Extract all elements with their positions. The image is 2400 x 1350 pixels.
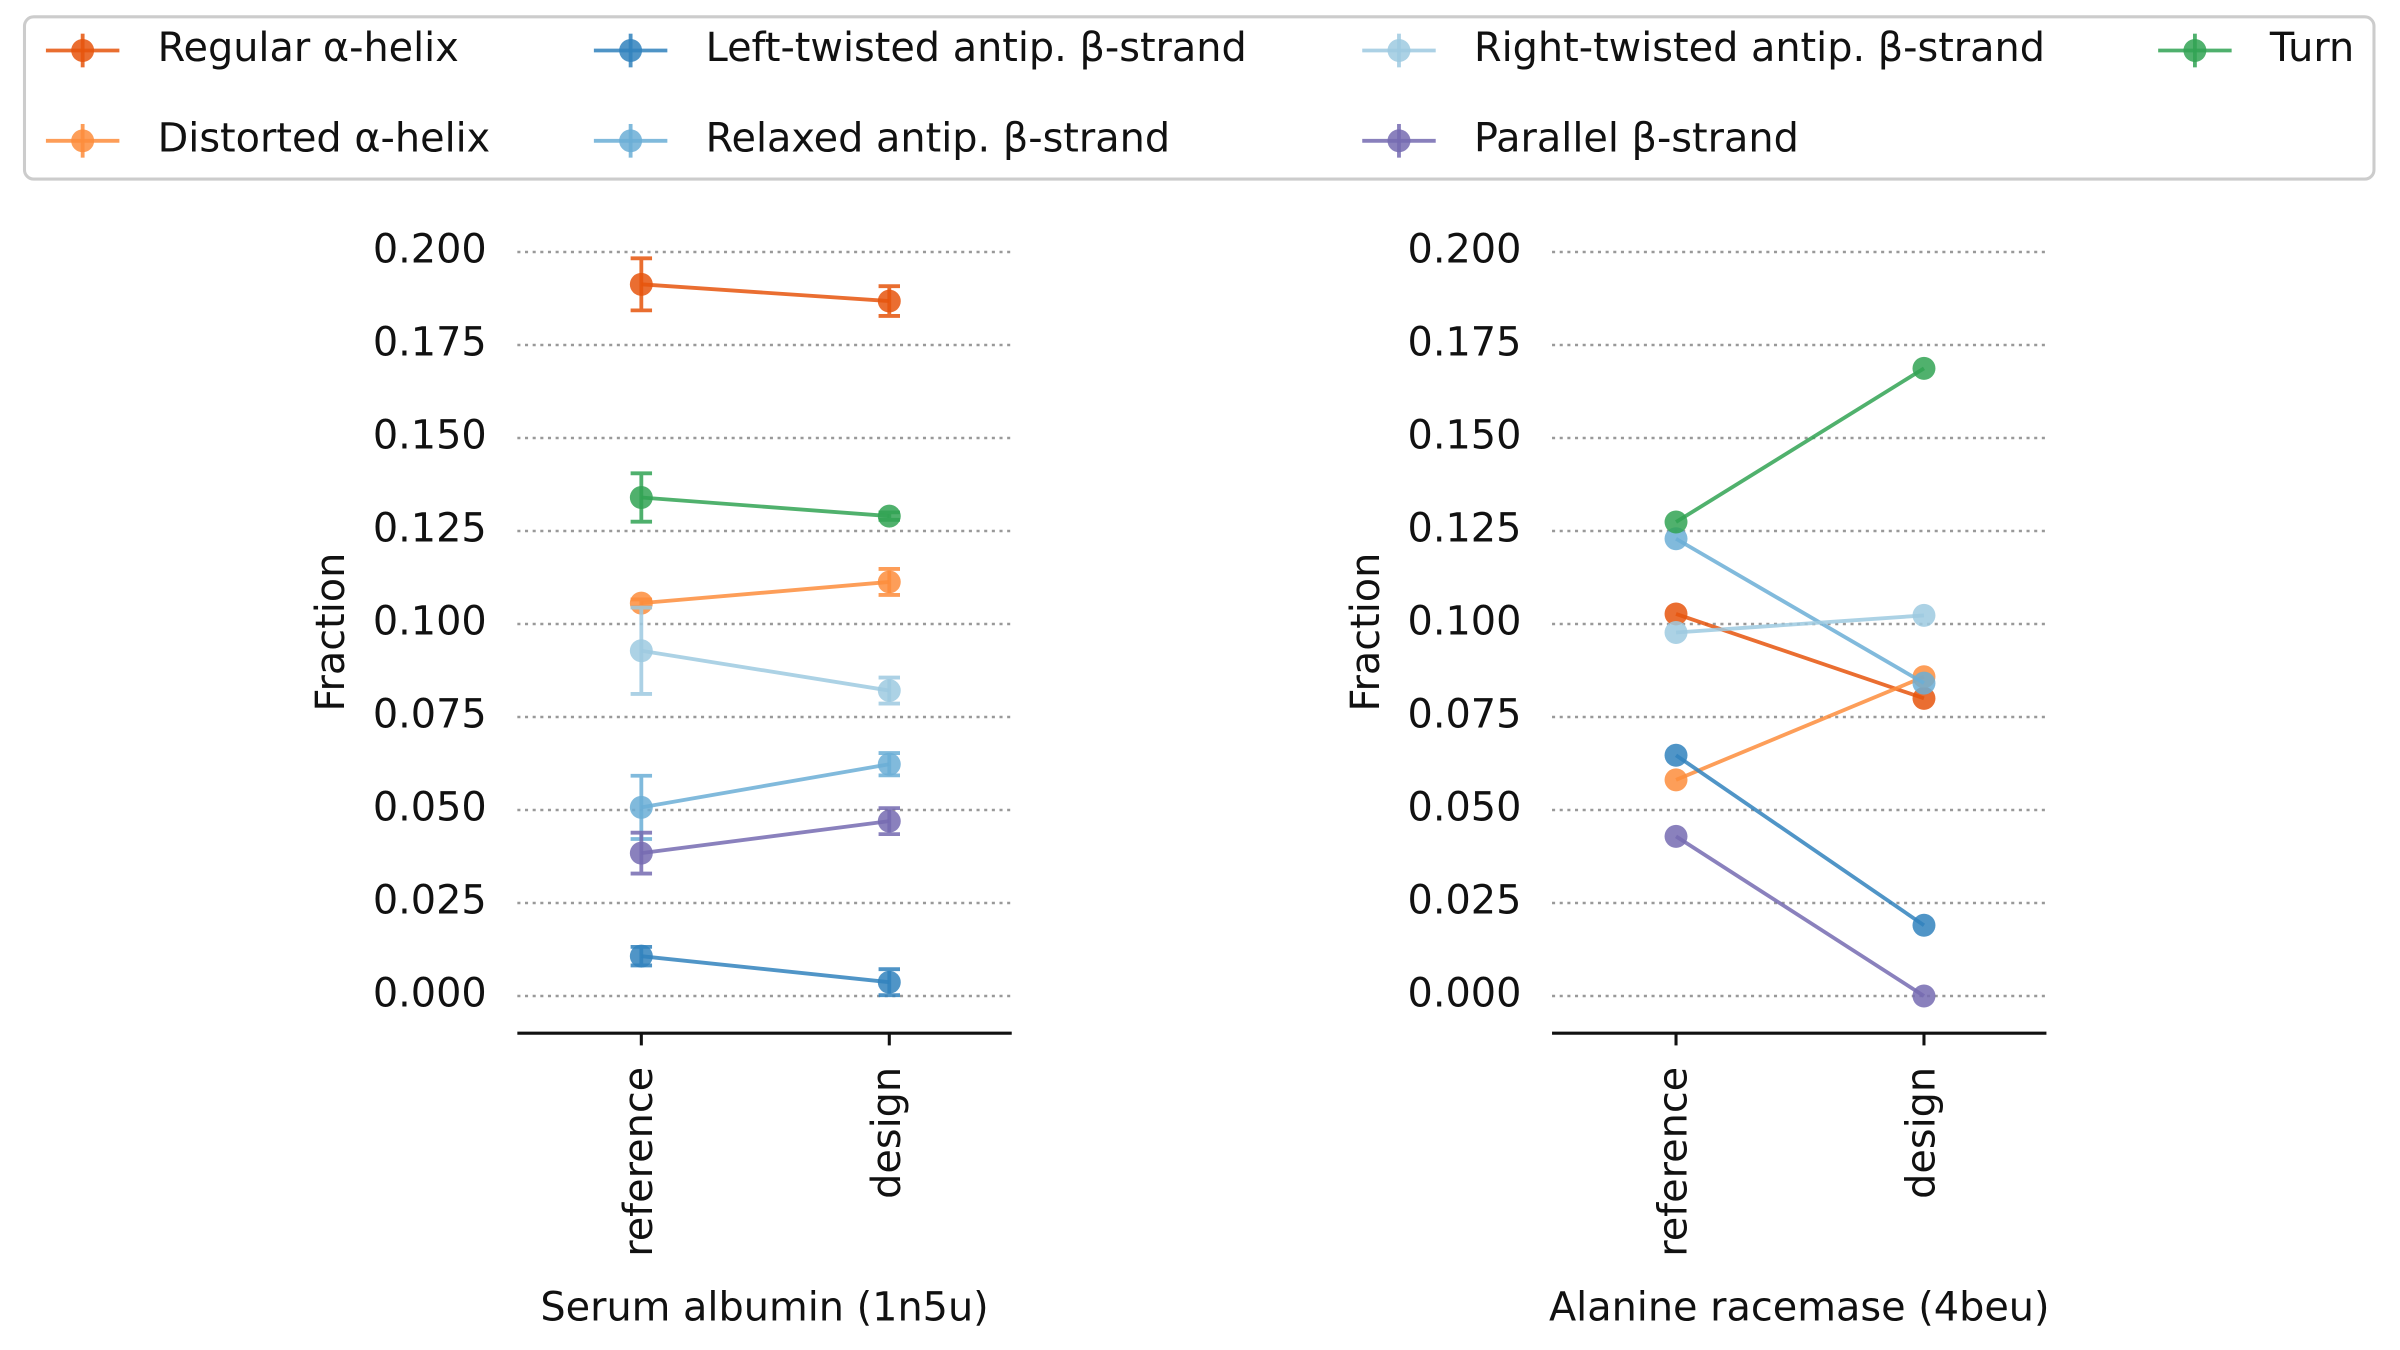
point — [629, 639, 653, 663]
y-tick-label: 0.125 — [1408, 505, 1522, 551]
legend-label: Parallel β-strand — [1474, 115, 1799, 161]
point — [1664, 768, 1688, 792]
y-tick-label: 0.175 — [373, 319, 487, 365]
legend-marker — [2183, 39, 2207, 62]
y-tick-label: 0.100 — [1408, 598, 1522, 644]
series-line — [1674, 753, 1926, 927]
point — [629, 272, 653, 296]
x-axis-label: Alanine racemase (4beu) — [1549, 1285, 2050, 1331]
series-line — [640, 762, 890, 810]
point — [629, 486, 653, 509]
x-tick-label: design — [1898, 1067, 1944, 1199]
y-axis-label: Fraction — [308, 553, 354, 712]
y-tick-label: 0.050 — [373, 784, 487, 830]
y-tick-label: 0.200 — [373, 226, 487, 272]
point — [877, 752, 901, 776]
legend-label: Distorted α-helix — [158, 115, 491, 161]
legend-box — [22, 15, 2376, 181]
point — [877, 504, 901, 528]
point — [629, 944, 653, 968]
point — [877, 289, 901, 313]
x-tick-label: reference — [616, 1067, 662, 1257]
y-tick-label: 0.200 — [1408, 226, 1522, 272]
legend-marker — [71, 39, 95, 62]
y-tick-label: 0.050 — [1408, 784, 1522, 830]
legend-marker — [1387, 129, 1411, 153]
series-line — [1675, 675, 1925, 782]
point — [877, 570, 901, 594]
legend-marker — [1387, 39, 1411, 62]
series-line — [1675, 612, 1925, 701]
point — [1664, 621, 1688, 645]
series-line — [1675, 537, 1925, 685]
y-tick-label: 0.150 — [1408, 412, 1522, 458]
legend-marker — [619, 129, 643, 153]
y-tick-label: 0.150 — [373, 412, 487, 458]
series-line — [1674, 834, 1926, 998]
series-line — [1675, 613, 1925, 635]
point — [629, 795, 653, 819]
series-line — [641, 580, 890, 606]
point — [1664, 527, 1688, 551]
series-line — [641, 954, 890, 985]
point — [1664, 824, 1688, 848]
y-tick-label: 0.025 — [373, 877, 487, 923]
series-line — [641, 495, 890, 518]
y-tick-label: 0.000 — [373, 970, 487, 1016]
series-line — [641, 819, 890, 856]
point — [877, 679, 901, 703]
point — [1664, 743, 1688, 767]
legend-marker — [71, 129, 95, 153]
series-line — [1675, 366, 1925, 524]
legend-label: Turn — [2269, 25, 2354, 71]
point — [1912, 984, 1936, 1008]
y-tick-label: 0.000 — [1408, 970, 1522, 1016]
y-tick-label: 0.100 — [373, 598, 487, 644]
x-tick-label: reference — [1651, 1067, 1697, 1257]
point — [1912, 603, 1936, 627]
point — [877, 809, 901, 833]
y-tick-label: 0.075 — [373, 691, 487, 737]
y-axis-label: Fraction — [1343, 553, 1389, 712]
point — [629, 841, 653, 865]
series-line — [641, 648, 890, 693]
point — [1912, 671, 1936, 695]
legend-label: Regular α-helix — [158, 25, 459, 71]
y-tick-label: 0.025 — [1408, 877, 1522, 923]
legend-label: Relaxed antip. β-strand — [706, 115, 1171, 161]
series-line — [641, 282, 890, 303]
x-axis-label: Serum albumin (1n5u) — [540, 1285, 988, 1331]
point — [1664, 510, 1688, 534]
point — [1664, 602, 1688, 626]
point — [877, 970, 901, 994]
point — [1912, 356, 1936, 380]
y-tick-label: 0.175 — [1408, 319, 1522, 365]
point — [1912, 913, 1936, 937]
legend-label: Right-twisted antip. β-strand — [1474, 25, 2045, 71]
legend-marker — [619, 39, 643, 62]
legend-label: Left-twisted antip. β-strand — [706, 25, 1247, 71]
y-tick-label: 0.125 — [373, 505, 487, 551]
x-tick-label: design — [864, 1067, 910, 1199]
y-tick-label: 0.075 — [1408, 691, 1522, 737]
